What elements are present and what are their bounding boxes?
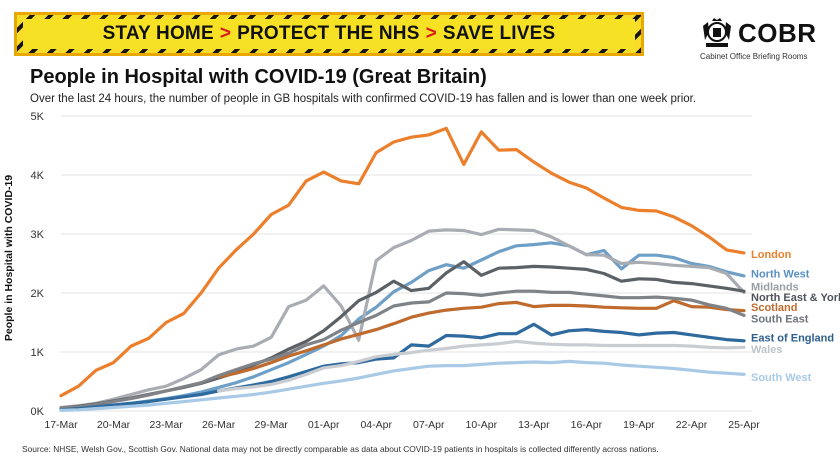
x-tick-label: 29-Mar bbox=[255, 419, 289, 431]
banner-save-lives: SAVE LIVES bbox=[442, 23, 556, 44]
y-tick-label: 5K bbox=[31, 111, 45, 123]
series-label: North West bbox=[751, 269, 810, 281]
series-label: South East bbox=[751, 313, 809, 325]
y-tick-label: 4K bbox=[31, 170, 45, 182]
y-tick-label: 1K bbox=[31, 347, 45, 359]
x-tick-label: 17-Mar bbox=[44, 419, 78, 431]
series-line bbox=[217, 299, 746, 379]
series-line bbox=[59, 289, 746, 410]
x-tick-label: 22-Apr bbox=[676, 419, 708, 431]
series-label: North East & Yorkshire bbox=[751, 292, 840, 304]
x-tick-label: 16-Apr bbox=[571, 419, 603, 431]
chart-title: People in Hospital with COVID-19 (Great … bbox=[30, 66, 487, 88]
x-tick-label: 20-Mar bbox=[97, 419, 131, 431]
series-label: London bbox=[751, 249, 792, 261]
source-note: Source: NHSE, Welsh Gov., Scottish Gov. … bbox=[22, 444, 659, 454]
banner-protect-nhs: PROTECT THE NHS bbox=[237, 23, 420, 44]
royal-crest-icon bbox=[703, 18, 731, 47]
x-tick-label: 10-Apr bbox=[466, 419, 498, 431]
chart-subtitle: Over the last 24 hours, the number of pe… bbox=[30, 93, 697, 105]
logo-name: COBR bbox=[738, 18, 817, 48]
series-line bbox=[59, 322, 746, 412]
x-tick-label: 23-Mar bbox=[149, 419, 183, 431]
series-label: South West bbox=[751, 372, 812, 384]
stay-home-banner: STAY HOME > PROTECT THE NHS > SAVE LIVES bbox=[14, 12, 644, 56]
banner-stay-home: STAY HOME bbox=[102, 23, 214, 44]
series-label: Wales bbox=[751, 344, 782, 356]
banner-chevron-icon: > bbox=[425, 23, 437, 44]
series-line bbox=[59, 227, 746, 410]
series-label: East of England bbox=[751, 332, 834, 344]
banner-chevron-icon: > bbox=[219, 23, 232, 44]
x-tick-label: 07-Apr bbox=[413, 419, 445, 431]
y-tick-label: 2K bbox=[31, 288, 45, 300]
logo-subtitle: Cabinet Office Briefing Rooms bbox=[700, 52, 808, 61]
x-tick-label: 13-Apr bbox=[518, 419, 550, 431]
cobr-logo: COBR Cabinet Office Briefing Rooms bbox=[700, 18, 830, 61]
x-tick-label: 01-Apr bbox=[308, 419, 340, 431]
series-line bbox=[59, 126, 746, 398]
x-tick-label: 25-Apr bbox=[728, 419, 760, 431]
banner-text: STAY HOME > PROTECT THE NHS > SAVE LIVES bbox=[23, 19, 635, 49]
series-line bbox=[59, 359, 746, 412]
y-tick-label: 3K bbox=[31, 229, 45, 241]
series-line bbox=[217, 339, 746, 393]
y-tick-label: 0K bbox=[31, 406, 45, 418]
series-label: Midlands bbox=[751, 282, 799, 294]
x-tick-label: 19-Apr bbox=[623, 419, 655, 431]
x-tick-label: 26-Mar bbox=[202, 419, 236, 431]
x-tick-label: 04-Apr bbox=[360, 419, 392, 431]
series-label: Scotland bbox=[751, 302, 797, 314]
